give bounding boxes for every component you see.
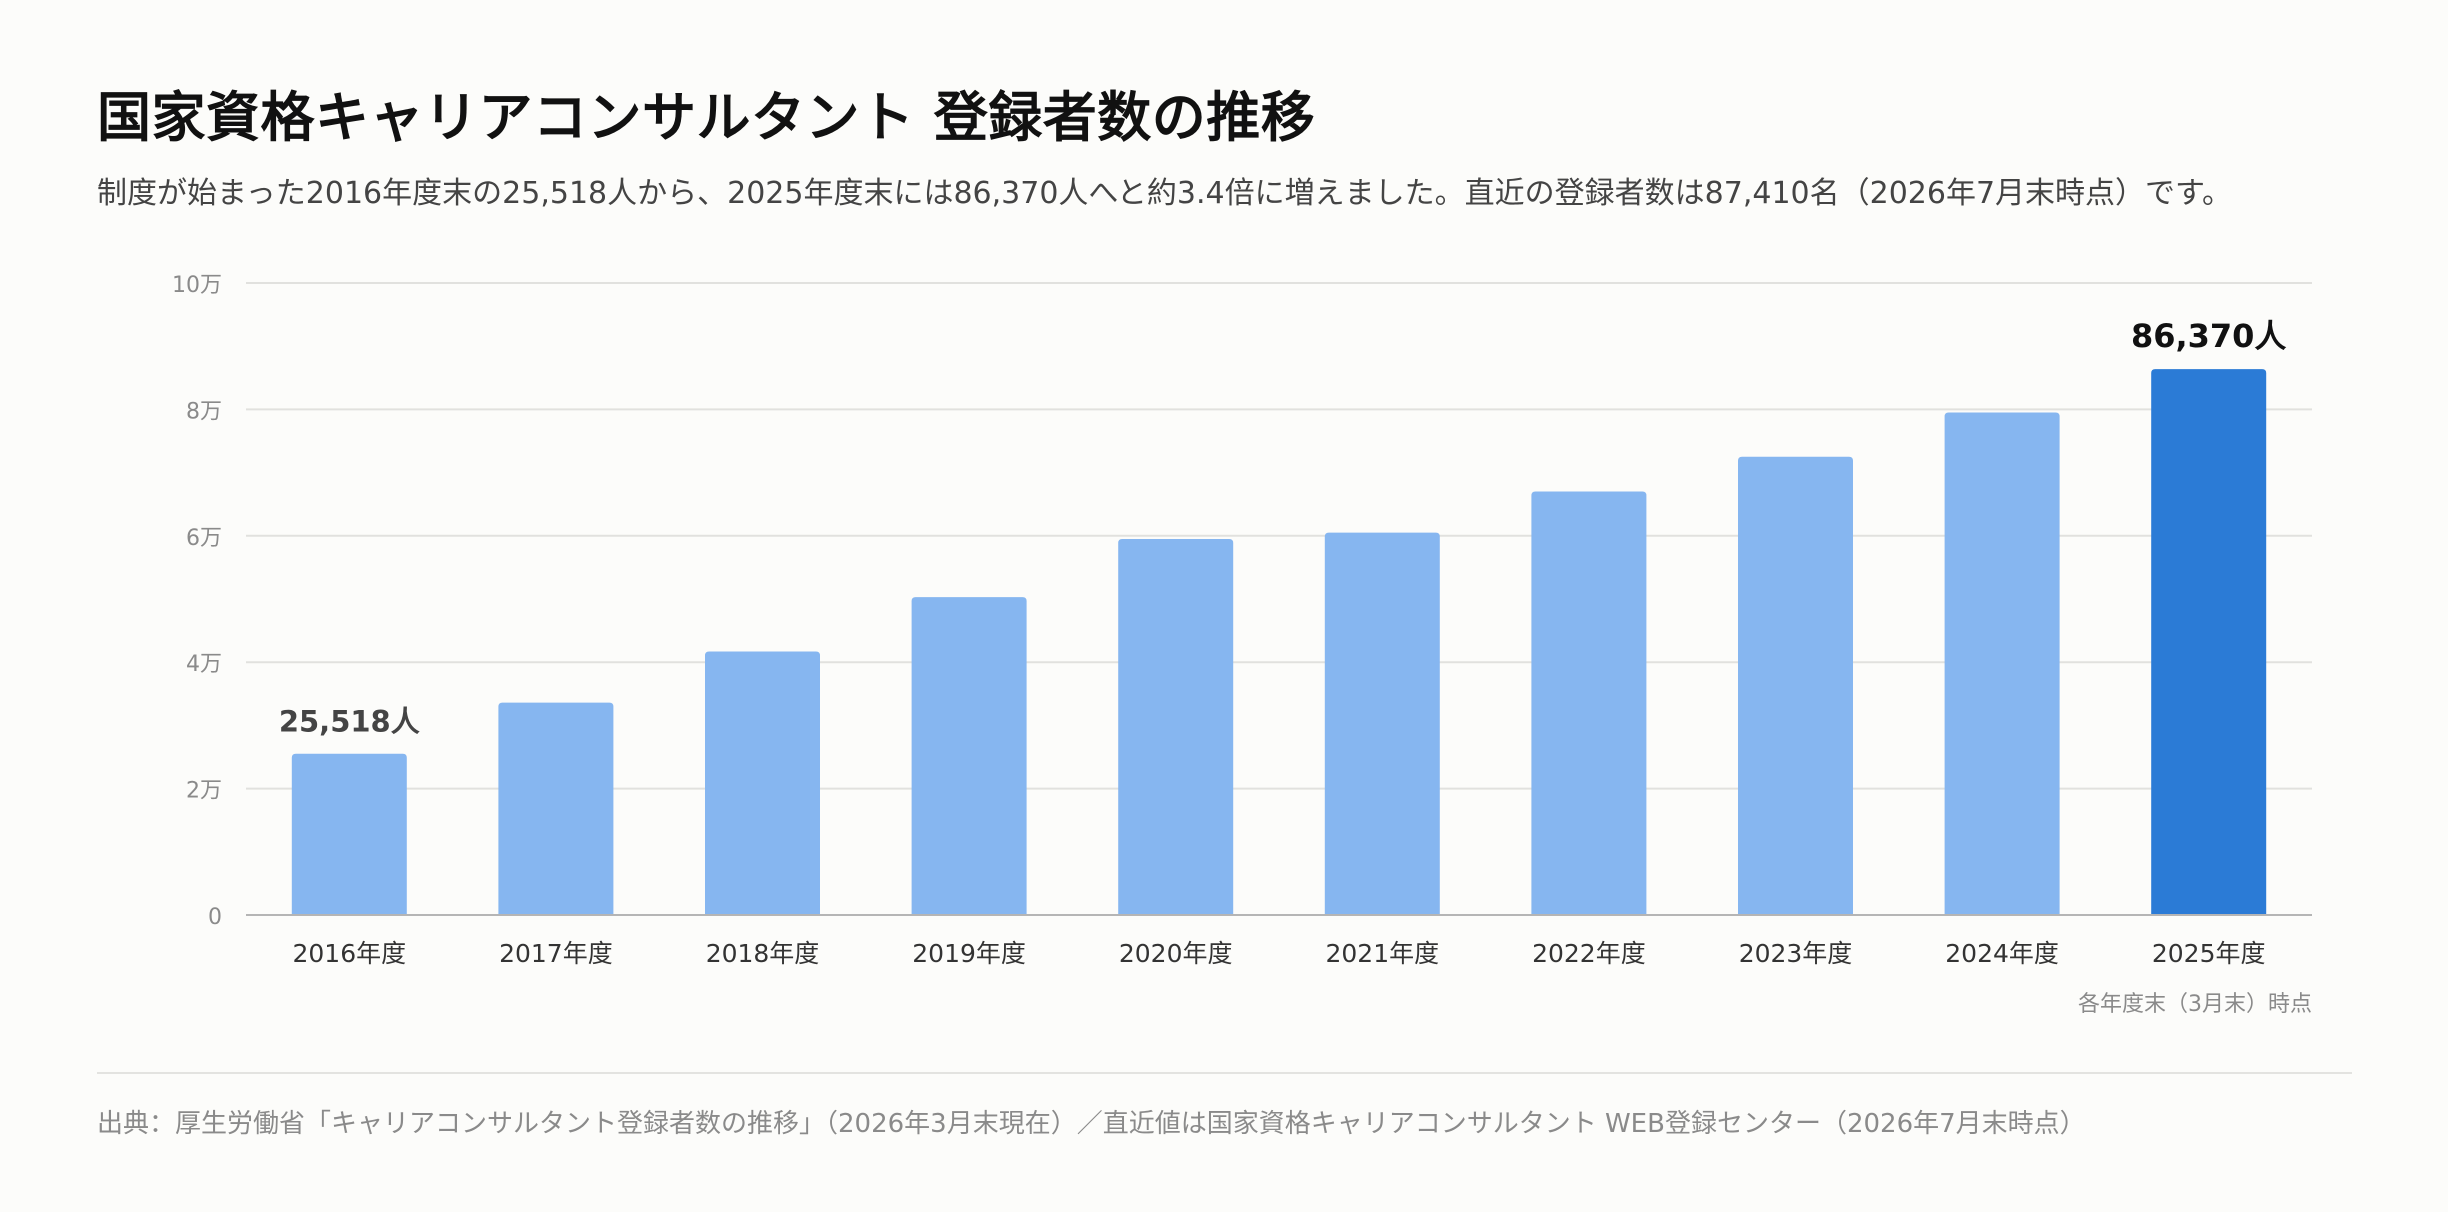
- bar-2020年度: [1118, 538, 1234, 915]
- x-axis-note: 各年度末（3月末）時点: [2078, 992, 2312, 1017]
- x-tick-label: 2021年度: [1325, 939, 1439, 968]
- y-tick-label: 4万: [186, 652, 222, 677]
- bar-2025年度: [2151, 369, 2267, 915]
- x-tick-label: 2018年度: [706, 939, 820, 968]
- bar-series: [291, 369, 2267, 915]
- x-tick-label: 2024年度: [1945, 939, 2059, 968]
- bar-2022年度: [1531, 491, 1647, 915]
- x-tick-label: 2023年度: [1739, 939, 1853, 968]
- x-tick-label: 2016年度: [292, 939, 406, 968]
- source-note: 出典：厚生労働省「キャリアコンサルタント登録者数の推移」（2026年3月末現在）…: [97, 1109, 2086, 1139]
- bar-2021年度: [1324, 532, 1440, 915]
- y-axis-ticks: 0 2万 4万 6万 8万 10万: [172, 273, 222, 930]
- data-label: 86,370人: [2131, 317, 2287, 355]
- y-tick-label: 8万: [186, 399, 222, 424]
- x-tick-label: 2020年度: [1119, 939, 1233, 968]
- y-tick-label: 10万: [172, 273, 222, 298]
- x-tick-label: 2017年度: [499, 939, 613, 968]
- page-title: 国家資格キャリアコンサルタント 登録者数の推移: [97, 86, 1316, 149]
- x-axis-ticks: 2016年度 2017年度 2018年度 2019年度 2020年度 2021年度 2022…: [292, 939, 2265, 968]
- bar-2019年度: [911, 597, 1027, 915]
- data-label: 25,518人: [279, 705, 420, 739]
- bar-2016年度: [291, 753, 407, 915]
- y-tick-label: 6万: [186, 526, 222, 551]
- bar-2024年度: [1944, 412, 2060, 915]
- page-subtitle: 制度が始まった2016年度末の25,518人から、2025年度末には86,370…: [97, 176, 2233, 211]
- x-tick-label: 2025年度: [2152, 939, 2266, 968]
- footer-divider: [97, 1072, 2352, 1074]
- bar-2017年度: [498, 702, 614, 915]
- y-tick-label: 2万: [186, 779, 222, 804]
- bar-2018年度: [705, 651, 820, 915]
- bar-2023年度: [1738, 456, 1853, 915]
- y-tick-label: 0: [208, 905, 222, 930]
- data-labels: 25,518人 86,370人: [279, 317, 2287, 739]
- x-tick-label: 2019年度: [912, 939, 1026, 968]
- x-tick-label: 2022年度: [1532, 939, 1646, 968]
